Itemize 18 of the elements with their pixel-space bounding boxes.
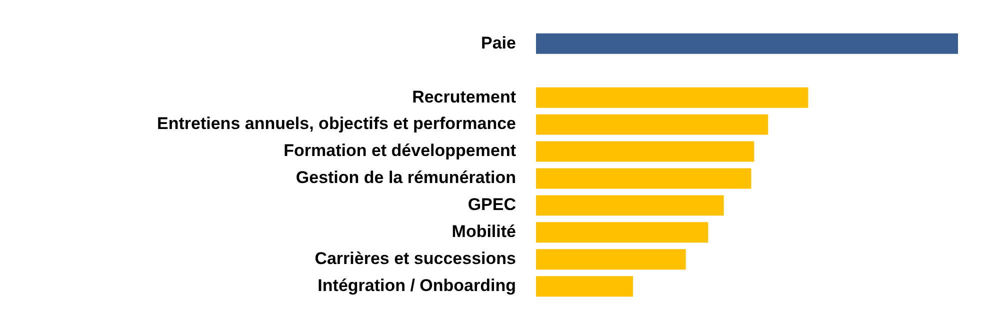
y-tick-label: Formation et développement — [284, 141, 516, 160]
bar — [536, 276, 634, 297]
bar — [536, 222, 708, 243]
y-tick-label: Recrutement — [412, 87, 516, 106]
y-tick-label: Intégration / Onboarding — [318, 276, 516, 296]
bar — [536, 114, 768, 135]
bar — [536, 87, 808, 108]
bar — [536, 249, 686, 270]
y-tick-label: Gestion de la rémunération — [296, 168, 516, 188]
bar — [536, 141, 754, 162]
y-tick-label: Entretiens annuels, objectifs et performance — [157, 114, 516, 134]
y-tick-label: Carrières et successions — [314, 249, 516, 268]
y-tick-label: Paie — [481, 33, 516, 52]
bar — [536, 195, 724, 216]
y-tick-label: Mobilité — [452, 222, 516, 242]
y-tick-label: GPEC — [468, 195, 516, 214]
bar — [536, 168, 752, 189]
bar — [536, 33, 958, 54]
